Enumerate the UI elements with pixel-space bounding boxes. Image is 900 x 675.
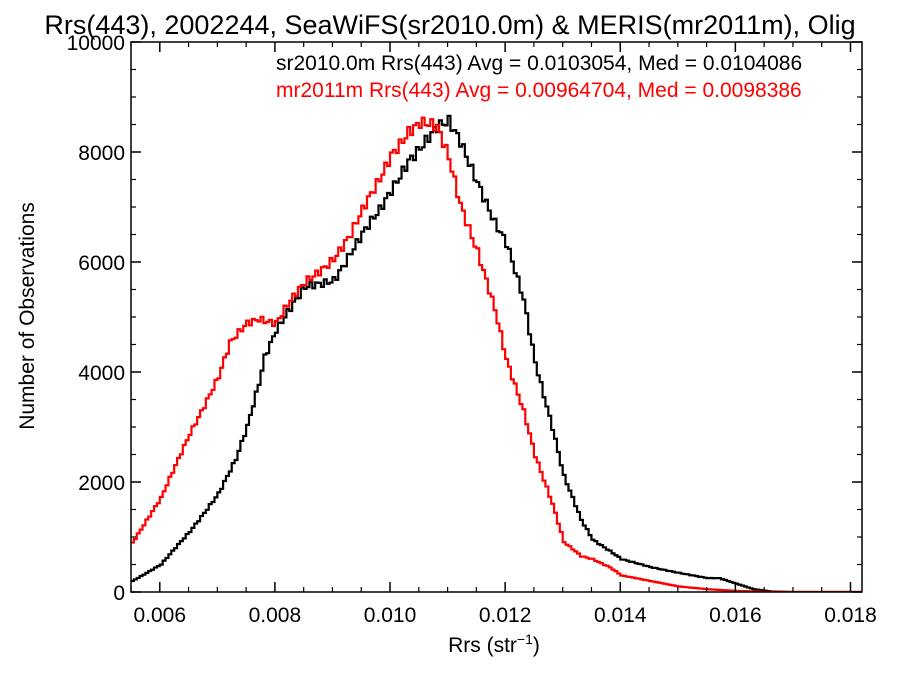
legend: sr2010.0m Rrs(443) Avg = 0.0103054, Med …	[276, 52, 802, 102]
x-axis-label: Rrs (str−1)	[448, 631, 540, 657]
series-line-sr2010	[131, 114, 862, 592]
y-tick-label: 10000	[67, 32, 125, 55]
y-axis: Number of Observations 0 2000 4000 6000 8000…	[16, 32, 862, 605]
y-tick-label: 2000	[78, 472, 125, 495]
y-tick-label: 4000	[78, 362, 125, 385]
legend-entry-sr2010: sr2010.0m Rrs(443) Avg = 0.0103054, Med …	[276, 52, 802, 75]
x-tick-label: 0.016	[709, 604, 762, 627]
x-tick-label: 0.012	[479, 604, 532, 627]
x-tick-label: 0.010	[364, 604, 417, 627]
chart-title: Rrs(443), 2002244, SeaWiFS(sr2010.0m) & …	[44, 10, 855, 40]
legend-entry-mr2011: mr2011m Rrs(443) Avg = 0.00964704, Med =…	[276, 79, 802, 102]
series-line-mr2011	[131, 116, 862, 592]
x-axis-label-superscript: −1	[517, 631, 533, 647]
x-tick-label: 0.006	[133, 604, 186, 627]
y-tick-label: 6000	[78, 252, 125, 275]
x-tick-label: 0.018	[824, 604, 877, 627]
x-tick-label: 0.008	[249, 604, 302, 627]
y-axis-label: Number of Observations	[16, 202, 39, 430]
x-axis: Rrs (str−1) 0.006 0.008 0.010 0.012 0.014 0.0…	[130, 42, 877, 657]
y-tick-label: 8000	[78, 142, 125, 165]
x-tick-label: 0.014	[594, 604, 647, 627]
x-axis-label-main: Rrs (str	[448, 634, 517, 657]
x-axis-label-close: )	[533, 634, 540, 657]
y-tick-label: 0	[113, 582, 125, 605]
